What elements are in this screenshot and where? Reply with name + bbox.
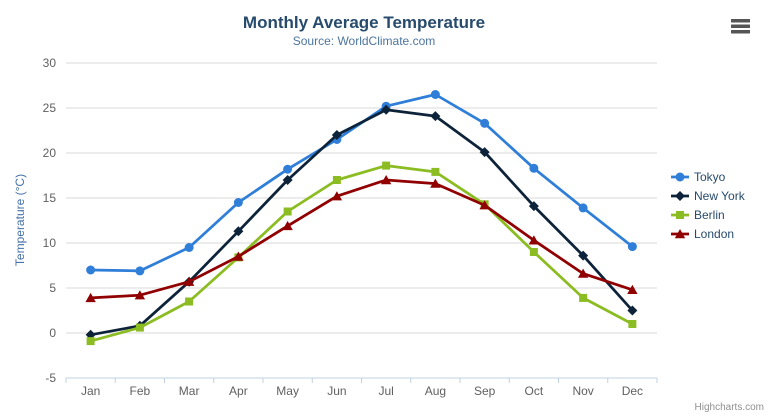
series-layer: [85, 90, 638, 346]
series-berlin: [86, 161, 637, 346]
new-york-point-sep[interactable]: [479, 147, 490, 158]
new-york-point-jul[interactable]: [381, 104, 392, 115]
london-point-nov[interactable]: [577, 268, 589, 278]
legend-item-tokyo[interactable]: Tokyo: [671, 170, 726, 184]
tokyo-point-oct[interactable]: [529, 163, 539, 173]
new-york-point-may[interactable]: [282, 175, 293, 185]
xaxis-label-apr: Apr: [229, 384, 248, 398]
berlin-point-feb[interactable]: [135, 323, 144, 332]
yaxis-tick-label: 5: [49, 281, 56, 295]
london-point-mar[interactable]: [183, 276, 195, 286]
grid-layer: [66, 62, 657, 379]
berlin-point-nov[interactable]: [579, 293, 588, 302]
tokyo-point-may[interactable]: [283, 164, 293, 174]
tokyo-point-jan[interactable]: [86, 265, 96, 275]
london-point-jan[interactable]: [85, 292, 96, 303]
legend-marker-diamond-icon[interactable]: [675, 191, 685, 201]
xaxis-label-sep: Sep: [474, 384, 496, 398]
berlin-point-may[interactable]: [283, 207, 292, 216]
legend-marker-triangle-icon[interactable]: [674, 229, 686, 239]
tokyo-point-nov[interactable]: [578, 203, 588, 213]
berlin-point-dec[interactable]: [628, 320, 637, 328]
new-york-point-nov[interactable]: [578, 250, 589, 261]
xaxis-label-mar: Mar: [179, 384, 200, 398]
legend-marker-square-icon[interactable]: [676, 211, 684, 219]
legend-item-berlin[interactable]: Berlin: [671, 208, 725, 222]
legend-item-london[interactable]: London: [671, 227, 734, 241]
london-point-oct[interactable]: [528, 235, 540, 245]
xaxis-label-nov: Nov: [572, 384, 593, 398]
berlin-point-jun[interactable]: [332, 176, 341, 184]
series-london: [85, 175, 638, 303]
xaxis-label-oct: Oct: [525, 384, 544, 398]
yaxis-title: Temperature (°C): [13, 174, 27, 266]
berlin-point-jul[interactable]: [382, 161, 391, 170]
tokyo-point-sep[interactable]: [480, 118, 490, 128]
tokyo-point-aug[interactable]: [430, 90, 440, 99]
london-point-apr[interactable]: [233, 251, 244, 261]
new-york-point-jun[interactable]: [331, 130, 342, 140]
xaxis-label-dec: Dec: [622, 384, 643, 398]
xaxis-label-may: May: [276, 384, 299, 398]
london-point-sep[interactable]: [479, 200, 490, 210]
london-point-jun[interactable]: [331, 191, 343, 201]
new-york-point-dec[interactable]: [627, 305, 638, 316]
london-line: [89, 178, 634, 300]
legend-label-tokyo[interactable]: Tokyo: [694, 170, 726, 184]
chart-subtitle: Source: WorldClimate.com: [293, 34, 436, 48]
london-point-dec[interactable]: [627, 284, 638, 294]
yaxis-tick-label: 25: [43, 101, 57, 115]
series-tokyo: [86, 90, 637, 276]
xaxis-label-feb: Feb: [130, 384, 151, 398]
xaxis-label-jul: Jul: [378, 384, 393, 398]
london-point-may[interactable]: [282, 220, 293, 231]
xaxis-label-jun: Jun: [327, 384, 346, 398]
legend-item-new-york[interactable]: New York: [671, 189, 746, 203]
chart-title: Monthly Average Temperature: [243, 13, 485, 32]
new-york-point-aug[interactable]: [430, 111, 441, 122]
axis-layer: -5 0 5 10 15 20 25 30 Jan Feb Mar Apr May Jun Jul Aug Se…: [43, 56, 658, 398]
legend-label-london[interactable]: London: [694, 227, 734, 241]
legend-label-berlin[interactable]: Berlin: [694, 208, 725, 222]
berlin-point-aug[interactable]: [431, 167, 440, 176]
new-york-point-oct[interactable]: [528, 201, 539, 212]
berlin-line: [89, 164, 634, 343]
london-point-feb[interactable]: [134, 290, 146, 300]
xaxis-label-aug: Aug: [425, 384, 446, 398]
new-york-point-apr[interactable]: [233, 226, 244, 237]
xaxis-label-jan: Jan: [81, 384, 100, 398]
yaxis-tick-label: -5: [45, 371, 56, 385]
legend-label-new-york[interactable]: New York: [694, 189, 746, 203]
export-menu-button[interactable]: [727, 13, 755, 37]
series-new-york: [85, 104, 638, 340]
yaxis-tick-label: 30: [43, 56, 57, 70]
new-york-line: [89, 108, 634, 337]
highcharts-credits[interactable]: Highcharts.com: [695, 402, 764, 413]
tokyo-point-dec[interactable]: [627, 242, 637, 252]
legend-marker-circle-icon[interactable]: [675, 172, 685, 182]
london-point-aug[interactable]: [430, 178, 441, 188]
berlin-point-oct[interactable]: [529, 248, 538, 256]
legend: Tokyo New York Berlin London: [671, 170, 746, 241]
yaxis-tick-label: 15: [43, 191, 57, 205]
berlin-point-jan[interactable]: [86, 337, 95, 346]
berlin-point-mar[interactable]: [185, 297, 194, 306]
yaxis-tick-label: 10: [43, 236, 57, 250]
london-point-jul[interactable]: [380, 175, 392, 185]
hamburger-menu-icon: [731, 19, 750, 34]
tokyo-point-feb[interactable]: [135, 266, 145, 276]
tokyo-point-apr[interactable]: [233, 198, 243, 207]
yaxis-tick-label: 20: [43, 146, 57, 160]
tokyo-point-mar[interactable]: [184, 243, 194, 252]
yaxis-tick-label: 0: [49, 326, 56, 340]
